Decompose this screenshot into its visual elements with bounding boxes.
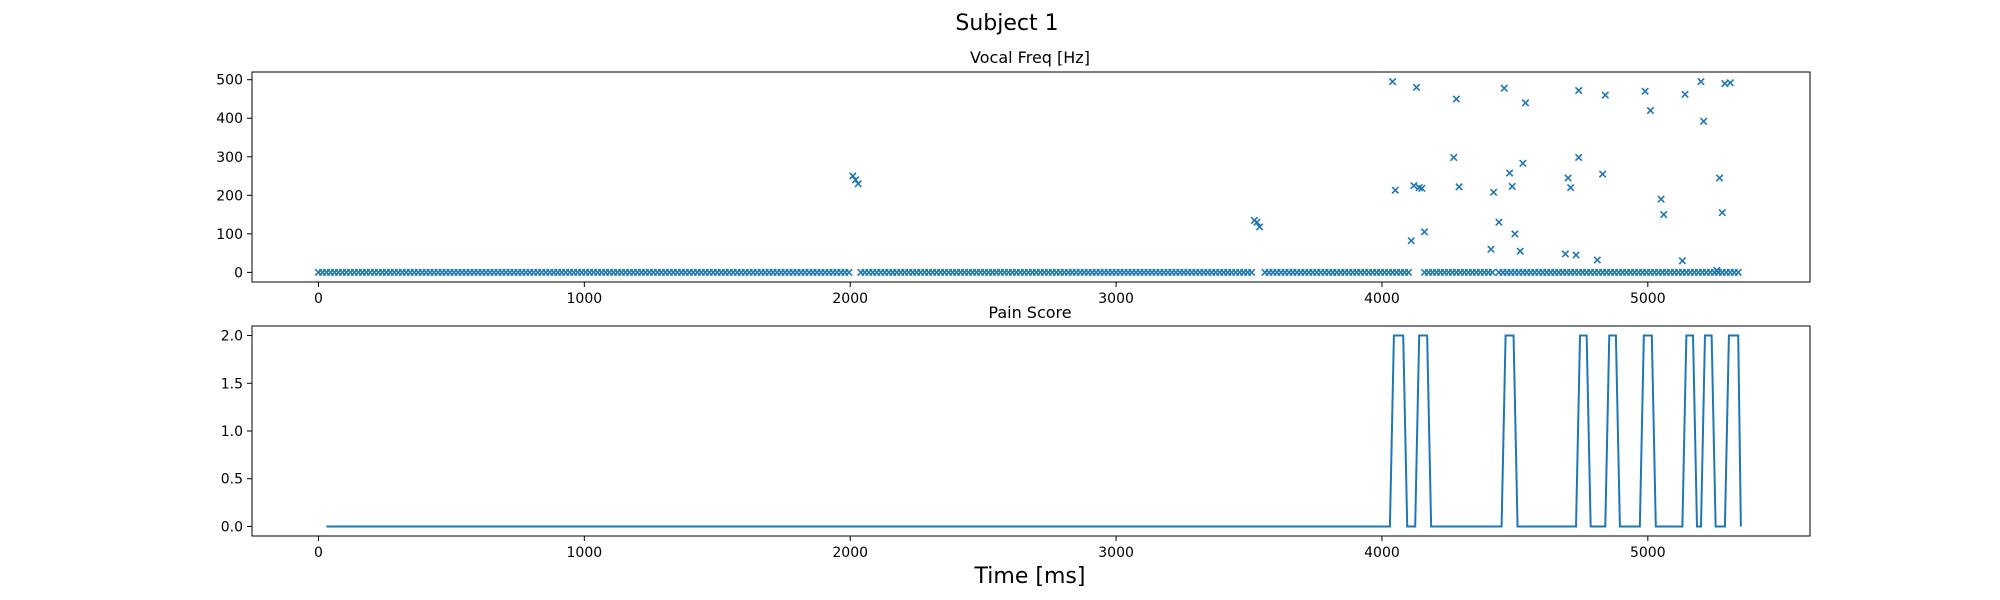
vocal-freq-marks bbox=[314, 77, 1742, 277]
x-tick-label: 4000 bbox=[1364, 291, 1400, 307]
baseline-point bbox=[1247, 268, 1256, 277]
pain-score-title: Pain Score bbox=[988, 303, 1071, 322]
data-point bbox=[1420, 228, 1429, 236]
data-point bbox=[1511, 230, 1519, 238]
data-point bbox=[854, 179, 862, 188]
y-tick-label: 0 bbox=[234, 265, 243, 281]
x-tick-label: 3000 bbox=[1098, 291, 1134, 307]
data-point bbox=[1407, 237, 1415, 245]
data-point bbox=[1713, 266, 1721, 275]
data-point bbox=[1593, 256, 1602, 264]
data-point bbox=[1641, 87, 1649, 96]
data-point bbox=[1495, 218, 1503, 227]
data-point bbox=[1500, 84, 1509, 92]
x-tick-label: 5000 bbox=[1630, 545, 1666, 561]
y-tick-label: 100 bbox=[216, 227, 243, 243]
x-tick-label: 4000 bbox=[1364, 545, 1400, 561]
data-point bbox=[1505, 169, 1514, 177]
data-point bbox=[1699, 117, 1708, 126]
pain-score-frame bbox=[251, 325, 1811, 537]
vocal-freq-frame bbox=[251, 71, 1811, 283]
data-point bbox=[1726, 79, 1735, 87]
data-point bbox=[1657, 195, 1665, 203]
pain-score-axes: Pain Score 0 1000 2000 3000 4000 5000 0.0 0.5 1… bbox=[221, 303, 1811, 561]
x-tick-label: 2000 bbox=[832, 291, 868, 307]
data-point bbox=[1697, 77, 1705, 86]
data-point bbox=[1718, 208, 1727, 217]
data-point bbox=[1508, 182, 1516, 191]
x-tick-label: 0 bbox=[314, 291, 323, 307]
vocal-freq-y-ticks: 0 100 200 300 400 500 bbox=[216, 73, 252, 281]
data-point bbox=[1255, 223, 1264, 231]
data-point bbox=[1519, 159, 1527, 168]
baseline-point bbox=[1404, 268, 1413, 277]
baseline-point bbox=[845, 268, 853, 277]
x-tick-label: 0 bbox=[314, 545, 323, 561]
data-point bbox=[1455, 183, 1463, 191]
y-tick-label: 400 bbox=[216, 111, 243, 127]
data-point bbox=[1574, 86, 1583, 95]
data-point bbox=[1487, 245, 1495, 254]
data-point bbox=[1564, 174, 1572, 182]
data-point bbox=[1489, 188, 1498, 196]
data-point bbox=[1412, 83, 1421, 92]
data-point bbox=[1572, 251, 1580, 259]
y-tick-label: 200 bbox=[216, 188, 243, 204]
data-point bbox=[1391, 186, 1400, 195]
x-tick-label: 2000 bbox=[832, 545, 868, 561]
data-point bbox=[1601, 91, 1610, 99]
y-tick-label: 2.0 bbox=[221, 329, 243, 345]
vocal-freq-x-ticks: 0 1000 2000 3000 4000 5000 bbox=[314, 282, 1666, 307]
x-tick-label: 1000 bbox=[567, 545, 603, 561]
x-axis-label: Time [ms] bbox=[974, 564, 1086, 589]
y-tick-label: 0.0 bbox=[221, 519, 243, 535]
data-point bbox=[1388, 77, 1397, 86]
data-point bbox=[1521, 99, 1530, 107]
vocal-freq-axes: Vocal Freq [Hz] 0 1000 2000 3000 4000 5000 0 1… bbox=[216, 48, 1811, 307]
data-point bbox=[1574, 153, 1583, 162]
y-tick-label: 1.5 bbox=[221, 376, 243, 392]
data-point bbox=[1646, 106, 1655, 115]
baseline-point bbox=[1734, 268, 1742, 277]
y-tick-label: 1.0 bbox=[221, 424, 243, 440]
data-point bbox=[851, 176, 860, 184]
baseline-point bbox=[1488, 268, 1497, 277]
data-point bbox=[1253, 218, 1261, 227]
pain-score-marks bbox=[326, 334, 1742, 528]
data-point bbox=[1418, 184, 1426, 193]
data-point bbox=[849, 172, 857, 180]
data-point bbox=[1516, 247, 1524, 255]
data-point bbox=[1452, 95, 1461, 103]
data-point bbox=[1681, 90, 1689, 99]
data-point bbox=[1561, 250, 1570, 258]
vocal-freq-title: Vocal Freq [Hz] bbox=[970, 48, 1090, 67]
x-tick-label: 5000 bbox=[1630, 291, 1666, 307]
data-point bbox=[1449, 153, 1458, 162]
pain-score-y-ticks: 0.0 0.5 1.0 1.5 2.0 bbox=[221, 329, 252, 535]
x-tick-label: 1000 bbox=[567, 291, 603, 307]
x-tick-label: 3000 bbox=[1098, 545, 1134, 561]
figure-suptitle: Subject 1 bbox=[955, 11, 1058, 36]
pain-score-line bbox=[326, 334, 1742, 528]
data-point bbox=[1598, 170, 1607, 178]
data-point bbox=[1660, 210, 1668, 219]
data-point bbox=[1715, 174, 1724, 182]
data-point bbox=[1678, 257, 1687, 265]
data-point bbox=[1410, 181, 1418, 190]
y-tick-label: 300 bbox=[216, 150, 243, 166]
data-point bbox=[1566, 183, 1575, 192]
y-tick-label: 0.5 bbox=[221, 472, 243, 488]
y-tick-label: 500 bbox=[216, 73, 243, 89]
pain-score-x-ticks: 0 1000 2000 3000 4000 5000 bbox=[314, 536, 1666, 561]
